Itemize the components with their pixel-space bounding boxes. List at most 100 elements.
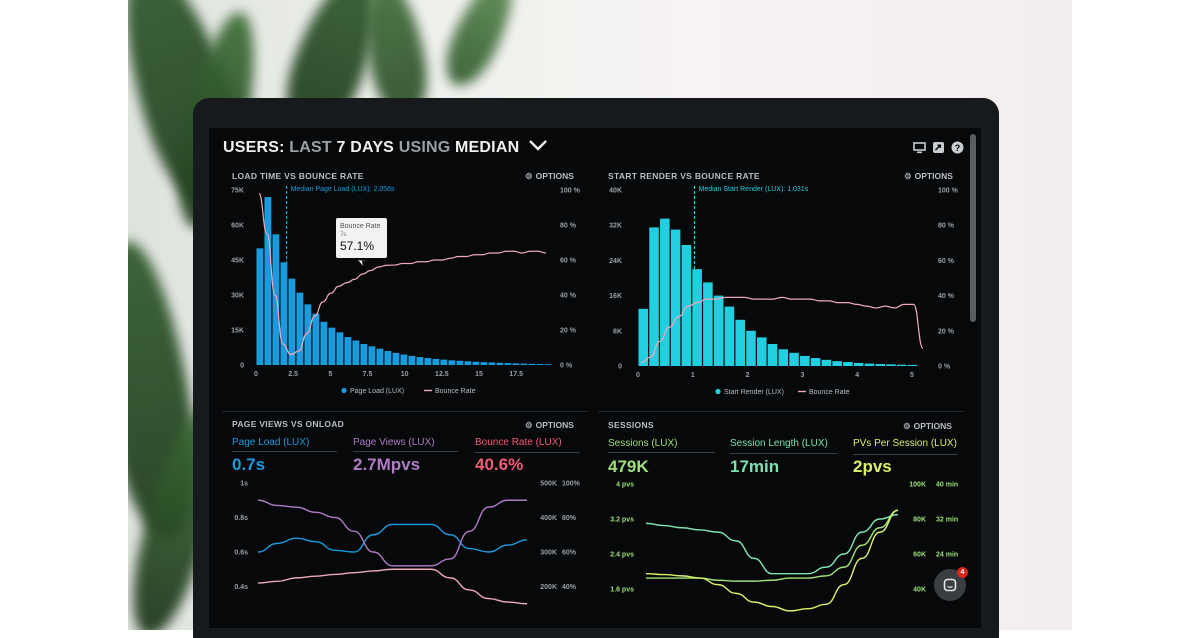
panel-title-load-time: LOAD TIME VS BOUNCE RATE [232,171,364,181]
bar [360,344,368,365]
load-time-chart[interactable]: 75K 60K 45K 30K 15K 0 100 % 80 % 60 % 40 % 20 % 0 %… [222,180,587,410]
y3-tick-label: 32 min [936,517,958,524]
y2-tick-label: 80K [913,517,926,524]
bar [472,361,480,365]
bar [256,248,264,365]
y2-tick-label: 80 % [560,223,577,230]
y-tick-label: 24K [609,258,622,265]
gear-icon: ⚙ [525,171,533,181]
bar [272,234,280,365]
bar [520,363,528,365]
median-label: Median Page Load (LUX): 2.056s [291,186,395,193]
share-icon[interactable] [932,141,945,154]
bar [853,362,864,366]
bar [800,355,810,366]
kpi-label-page-load: Page Load (LUX) [232,437,310,448]
bar [304,304,312,365]
y-tick-label: 0.8s [234,515,248,522]
y3-tick-label: 80% [562,515,577,522]
y2-tick-label: 80 % [938,223,955,230]
bar [448,360,456,365]
bar [344,337,352,365]
legend-label: Page Load (LUX) [350,388,404,395]
kpi-value-bounce-rate: 40.6% [475,455,524,474]
options-button-load-time[interactable]: ⚙ OPTIONS [525,171,574,181]
gear-icon: ⚙ [525,420,533,430]
bar [703,282,713,366]
series-line-2 [646,509,899,582]
page-views-chart[interactable]: 1s 500K 100% 0.8s 400K 80% 0.6s 300K 60% 0.4s 200K… [222,472,587,612]
series-line-3 [645,509,899,612]
bar [756,337,767,366]
bar [392,352,400,365]
bar [288,278,296,365]
bar [312,313,320,365]
title-metric: MEDIAN [455,139,520,156]
y2-tick-label: 100 % [938,188,959,195]
y2-tick-label: 20 % [560,328,577,335]
bar [424,358,432,365]
x-tick-label: 0 [636,372,640,379]
options-button-sessions[interactable]: ⚙ OPTIONS [903,421,952,431]
bar [832,361,842,366]
options-button-start-render[interactable]: ⚙ OPTIONS [904,171,953,181]
bar [907,364,918,366]
kpi-value-page-views: 2.7Mpvs [353,455,421,474]
bar [496,362,504,365]
series-line-3 [257,568,528,605]
page-title[interactable]: USERS: LAST 7 DAYS USING MEDIAN [223,139,548,157]
chevron-down-icon[interactable] [528,139,548,151]
bar [544,364,552,365]
series-line-2 [257,499,527,567]
y2-tick-label: 60K [913,552,926,559]
bar [821,359,832,366]
sessions-chart[interactable]: 4 pvs 100K 40 min 3.2 pvs 80K 32 min 2.4 pvs 60… [598,472,968,612]
start-render-chart[interactable]: 40K 32K 24K 16K 8K 0 100 % 80 % 60 % 40 % 20 % 0 % 0… [598,180,968,410]
y3-tick-label: 60% [562,550,577,557]
y3-tick-label: 40 min [936,482,958,489]
bar [660,218,670,366]
x-tick-label: 7.5 [363,371,373,378]
y2-tick-label: 40K [913,587,926,594]
bar [400,354,408,365]
x-tick-label: 5 [910,372,914,379]
kpi-label-page-views: Page Views (LUX) [353,437,435,448]
y3-tick-label: 100% [562,481,581,488]
y2-tick-label: 60 % [938,258,955,265]
bounce-rate-line [640,296,924,364]
x-tick-label: 1 [691,372,695,379]
y-tick-label: 1.6 pvs [610,587,634,594]
y-tick-label: 15K [231,328,244,335]
x-tick-label: 17.5 [509,371,523,378]
x-tick-label: 10 [401,371,409,378]
bar [352,340,360,365]
panel-title-page-views: PAGE VIEWS VS ONLOAD [232,419,345,429]
legend-swatch-bars [715,388,721,395]
tooltip-title: Bounce Rate [340,223,381,230]
x-tick-label: 4 [855,372,859,379]
options-button-page-views[interactable]: ⚙ OPTIONS [525,420,574,430]
y-tick-label: 0 [618,364,622,371]
legend-label: Bounce Rate [435,388,476,395]
bar [328,327,336,365]
scrollbar[interactable] [970,134,976,322]
bar [384,351,392,365]
bar [670,229,681,366]
y-tick-label: 2.4 pvs [610,552,634,559]
bar [416,357,424,365]
help-icon[interactable]: ? [951,141,964,154]
monitor-icon[interactable] [913,141,926,154]
kpi-label-sessions: Sessions (LUX) [608,438,678,449]
y2-tick-label: 500K [540,481,557,488]
bar [488,362,496,365]
bar [778,349,789,366]
bar [864,363,875,366]
x-tick-label: 3 [800,372,804,379]
bar [480,362,488,365]
bar [843,362,853,366]
y-tick-label: 75K [231,188,244,195]
bar [432,358,440,365]
bar [368,346,376,365]
bar [767,344,778,366]
svg-text:?: ? [955,143,961,153]
